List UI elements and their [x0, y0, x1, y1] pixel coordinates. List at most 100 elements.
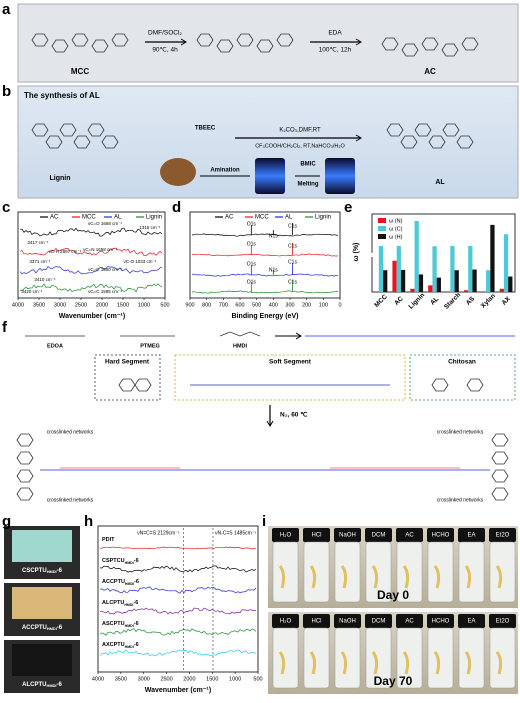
decoration	[256, 39, 274, 53]
x-tick-label: AL	[429, 296, 440, 307]
x-tick-label: 3500	[33, 302, 45, 308]
sample-label: ALCPTUHMDI-6	[22, 682, 62, 688]
x-tick-label: 800	[202, 302, 211, 308]
annotation: 3410 cm⁻¹	[34, 277, 56, 282]
x-tick-label: 2000	[183, 676, 195, 682]
decoration	[16, 433, 34, 447]
vial	[325, 158, 355, 194]
x-tick-label: 500	[252, 302, 261, 308]
x-tick-label: 400	[269, 302, 278, 308]
peak-label: C1s	[288, 279, 297, 285]
solvent-label: NaOH	[339, 619, 356, 625]
label: Lignin	[50, 175, 71, 182]
panel-label: b	[2, 83, 11, 100]
film	[12, 587, 72, 619]
sample-label: ALCPTUHMDI-6	[102, 600, 138, 606]
decoration	[99, 586, 257, 594]
label: The synthesis of AL	[24, 91, 100, 100]
legend-label: AL	[114, 215, 122, 221]
decoration	[191, 253, 339, 257]
label-text: AXCPTU	[102, 642, 125, 648]
bar	[414, 221, 419, 292]
decoration	[309, 651, 317, 675]
sample-label: ACCPTUHMDI-6	[102, 579, 139, 585]
bottle	[458, 627, 485, 689]
label-sub: HMDI	[124, 603, 133, 607]
bar	[450, 246, 455, 292]
decoration	[381, 37, 399, 51]
legend-label: ω (C)	[389, 226, 403, 232]
decoration	[355, 38, 362, 46]
annotation: νC-H 2897 cm⁻¹	[49, 249, 82, 254]
decoration	[466, 378, 484, 392]
bottle	[396, 541, 423, 603]
legend-swatch	[378, 218, 386, 223]
x-tick-label: 600	[235, 302, 244, 308]
bar	[378, 246, 384, 292]
bottle	[396, 627, 423, 689]
x-tick-label: 200	[302, 302, 311, 308]
label: MCC	[71, 67, 89, 76]
label-text: ALCPTU	[102, 600, 124, 606]
label-sub: HMDI	[47, 569, 57, 574]
bar	[472, 269, 477, 292]
solvent-label: H₂O	[280, 533, 292, 539]
bar	[499, 288, 504, 292]
label: ω (%)	[353, 243, 360, 262]
decoration	[219, 331, 261, 337]
decoration	[414, 123, 432, 137]
decoration	[386, 123, 404, 137]
segment-box	[94, 354, 161, 401]
label: DMF/SOCl₂	[148, 30, 182, 37]
label: N₂, 60 ℃	[280, 411, 308, 419]
decoration	[461, 37, 479, 51]
bar	[410, 288, 415, 292]
x-tick-label: 100	[319, 302, 328, 308]
label: Amination	[210, 168, 240, 174]
x-tick-label: Lignin	[407, 292, 426, 311]
decoration	[309, 565, 317, 589]
legend-label: ω (N)	[389, 218, 403, 224]
annotation: νN=C=S 2129cm⁻¹	[137, 530, 180, 536]
decoration	[101, 135, 119, 149]
plot-frame	[17, 211, 166, 299]
label: K₂CO₃,DMF,RT	[279, 128, 321, 134]
bottle	[334, 627, 361, 689]
x-tick-label: 2500	[160, 676, 172, 682]
label-text: CSPTCU	[102, 558, 125, 564]
decoration	[51, 39, 69, 53]
peak-label: O1s	[247, 241, 257, 247]
decoration	[118, 378, 136, 392]
decoration	[464, 651, 472, 675]
bottle-cap	[365, 528, 392, 542]
label-sub: HMDI	[125, 645, 134, 649]
decoration	[134, 378, 152, 392]
label-suffix: -6	[56, 682, 62, 688]
decoration	[491, 487, 509, 501]
legend-label: AL	[285, 215, 293, 221]
decoration	[433, 565, 441, 589]
annotation: νC=N 1658 cm⁻¹	[83, 247, 117, 252]
label: Binding Energy (eV)	[232, 313, 299, 320]
annotation: 3417 cm⁻¹	[27, 240, 49, 245]
bottle	[489, 541, 516, 603]
peak-label: O1s	[247, 279, 257, 285]
bar	[468, 245, 473, 292]
bar	[490, 224, 495, 292]
bar	[400, 269, 406, 292]
label-suffix: -6	[134, 621, 139, 627]
x-tick-label: Starch	[443, 292, 462, 311]
bottle-cap	[489, 528, 516, 542]
decoration	[495, 565, 503, 589]
panel-label: d	[172, 199, 181, 216]
x-tick-label: 3000	[54, 302, 66, 308]
solvent-label: AC	[405, 619, 414, 625]
solvent-label: DCM	[372, 619, 386, 625]
decoration	[16, 487, 34, 501]
decoration	[19, 247, 163, 257]
bottle-cap	[303, 528, 330, 542]
film	[12, 644, 72, 676]
legend-label: AC	[50, 215, 59, 221]
x-tick-label: 500	[253, 676, 262, 682]
label-sub: HMDI	[125, 582, 134, 586]
